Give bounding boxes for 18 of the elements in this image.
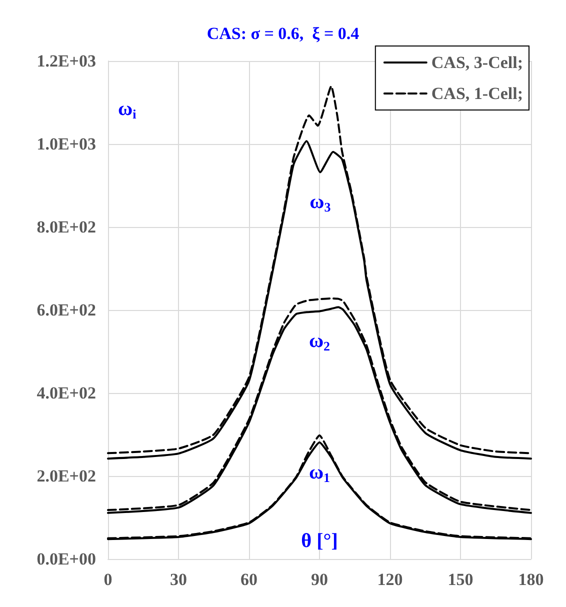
y-tick-label: 8.0E+02 <box>36 218 96 236</box>
x-axis-title: θ [°] <box>301 530 338 552</box>
y-tick-label: 0.0E+00 <box>36 550 96 568</box>
y-tick-label: 4.0E+02 <box>36 384 96 402</box>
y-tick-label: 6.0E+02 <box>36 300 96 320</box>
x-tick-label: 60 <box>240 570 258 589</box>
y-tick-label: 2.0E+02 <box>36 466 96 486</box>
y-tick-label: 1.0E+03 <box>36 134 96 154</box>
x-tick-label: 30 <box>170 570 187 589</box>
x-tick-label: 120 <box>377 570 403 589</box>
chart-title: CAS: σ = 0.6, ξ = 0.4 <box>206 24 360 43</box>
x-tick-label: 150 <box>448 570 474 589</box>
x-tick-label: 90 <box>311 570 328 589</box>
legend-label: CAS, 3-Cell; <box>431 53 524 72</box>
legend-label: CAS, 1-Cell; <box>431 84 524 103</box>
y-tick-label: 1.2E+03 <box>36 52 96 70</box>
x-tick-label: 0 <box>104 570 112 589</box>
x-tick-label: 180 <box>518 570 544 589</box>
